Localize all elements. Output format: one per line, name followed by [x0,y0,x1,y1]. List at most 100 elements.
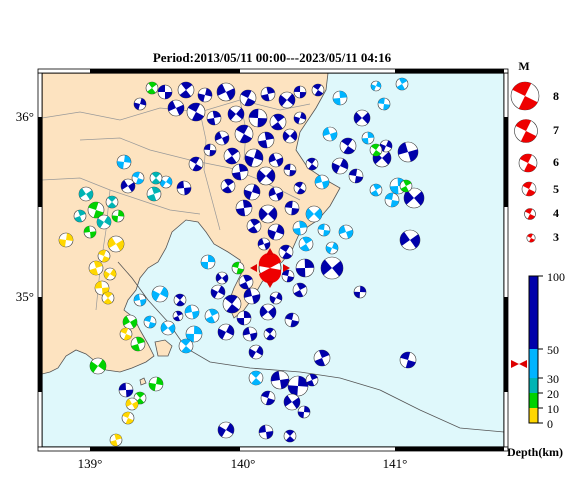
magnitude-legend-title: M [518,59,529,73]
depth-label-0: 0 [547,417,553,431]
magnitude-symbol [510,81,540,111]
earthquake-mechanisms [58,77,425,447]
earthquake-mechanism [236,310,252,326]
earthquake-mechanism [293,85,307,99]
earthquake-mechanism [239,89,257,107]
lon-label-139: 139° [78,456,103,471]
earthquake-mechanism [105,195,119,209]
magnitude-symbols [510,81,540,243]
earthquake-mechanism [177,81,195,99]
earthquake-mechanism [260,86,276,102]
depth-label-20: 20 [547,387,559,401]
earthquake-mechanism [87,201,105,219]
earthquake-mechanism [215,271,229,285]
earthquake-mechanism [130,336,146,352]
earthquake-mechanism [167,99,185,117]
earthquake-mechanism [257,237,271,251]
earthquake-mechanism [332,90,348,106]
earthquake-mechanism [399,351,417,369]
marker-triangle-east [283,264,290,272]
earthquake-mechanism [214,130,230,146]
earthquake-mechanism [118,382,134,398]
earthquake-mechanism [284,200,300,216]
earthquake-mechanism [210,284,226,300]
earthquake-mechanism [403,187,425,209]
mag-label-7: 7 [553,123,559,137]
earthquake-mechanism [248,344,264,360]
frame-ticks [37,68,509,452]
earthquake-mechanism [96,214,112,230]
earthquake-mechanism [157,84,173,100]
earthquake-mechanism [278,91,296,109]
depth-band-yellow [529,408,538,423]
earthquake-mechanism [78,186,94,202]
earthquake-mechanism [121,411,135,425]
earthquake-mechanism [243,183,261,201]
mag-label-6: 6 [553,155,559,169]
earthquake-mechanism [133,293,147,307]
magnitude-symbol [518,153,538,173]
earthquake-mechanism [235,199,253,217]
earthquake-mechanism [369,143,383,157]
earthquake-mechanism [145,81,159,95]
earthquake-mechanism [377,97,391,111]
earthquake-mechanism [120,178,136,194]
earthquake-mechanism [281,269,295,283]
earthquake-mechanism [260,390,276,406]
earthquake-mechanism [227,105,245,123]
earthquake-mechanism [258,204,278,224]
earthquake-mechanism [143,315,157,329]
earthquake-mechanism [109,433,123,447]
earthquake-mechanism [270,370,290,390]
earthquake-mechanism [295,258,315,278]
highlighted-event-quadrant-1 [258,252,281,268]
earthquake-mechanism [297,405,311,419]
earthquake-mechanism [246,218,262,234]
earthquake-mechanism [278,244,294,260]
lon-label-141: 141° [383,456,408,471]
earthquake-mechanism [103,267,117,281]
earthquake-mechanism [172,310,184,322]
earthquake-mechanism [231,163,249,181]
earthquake-mechanism [116,154,132,170]
depth-marker-right [519,360,527,368]
earthquake-mechanism [185,325,203,343]
earthquake-mechanism [369,183,383,197]
earthquake-mechanism [269,113,287,131]
earthquake-mechanism [399,229,421,251]
earthquake-mechanism [282,128,298,144]
earthquake-mechanism [88,260,104,276]
mag-label-4: 4 [553,206,559,220]
depth-band-green [529,393,538,408]
earthquake-mechanism [268,186,284,202]
depth-legend: 100 50 30 20 10 0 Depth(km) [507,270,565,459]
marker-triangle-south [266,281,274,288]
mag-label-3: 3 [553,230,559,244]
depth-ticks [538,275,543,424]
earthquake-mechanism [353,109,371,127]
marker-triangle-north [266,248,274,255]
earthquake-mechanism [244,148,264,168]
earthquake-mechanism [149,171,163,185]
earthquake-mechanism [395,77,409,91]
earthquake-mechanism [339,137,357,155]
mag-label-8: 8 [553,89,559,103]
earthquake-mechanism [353,285,367,299]
earthquake-mechanism [238,274,254,290]
magnitude-symbol [514,119,538,143]
earthquake-mechanism [314,174,330,190]
earthquake-mechanism [283,163,297,177]
earthquake-mechanism [223,147,241,165]
earthquake-mechanism [370,80,382,92]
earthquake-mechanism [305,373,319,387]
earthquake-mechanism [305,205,323,223]
earthquake-mechanism [217,323,235,341]
earthquake-mechanism [248,108,268,128]
earthquake-mechanism [206,110,222,126]
earthquake-mechanism [322,126,338,142]
earthquake-mechanism [197,87,213,103]
earthquake-mechanism [188,156,204,172]
magnitude-symbol [524,208,536,220]
earthquake-mechanism [311,83,325,97]
